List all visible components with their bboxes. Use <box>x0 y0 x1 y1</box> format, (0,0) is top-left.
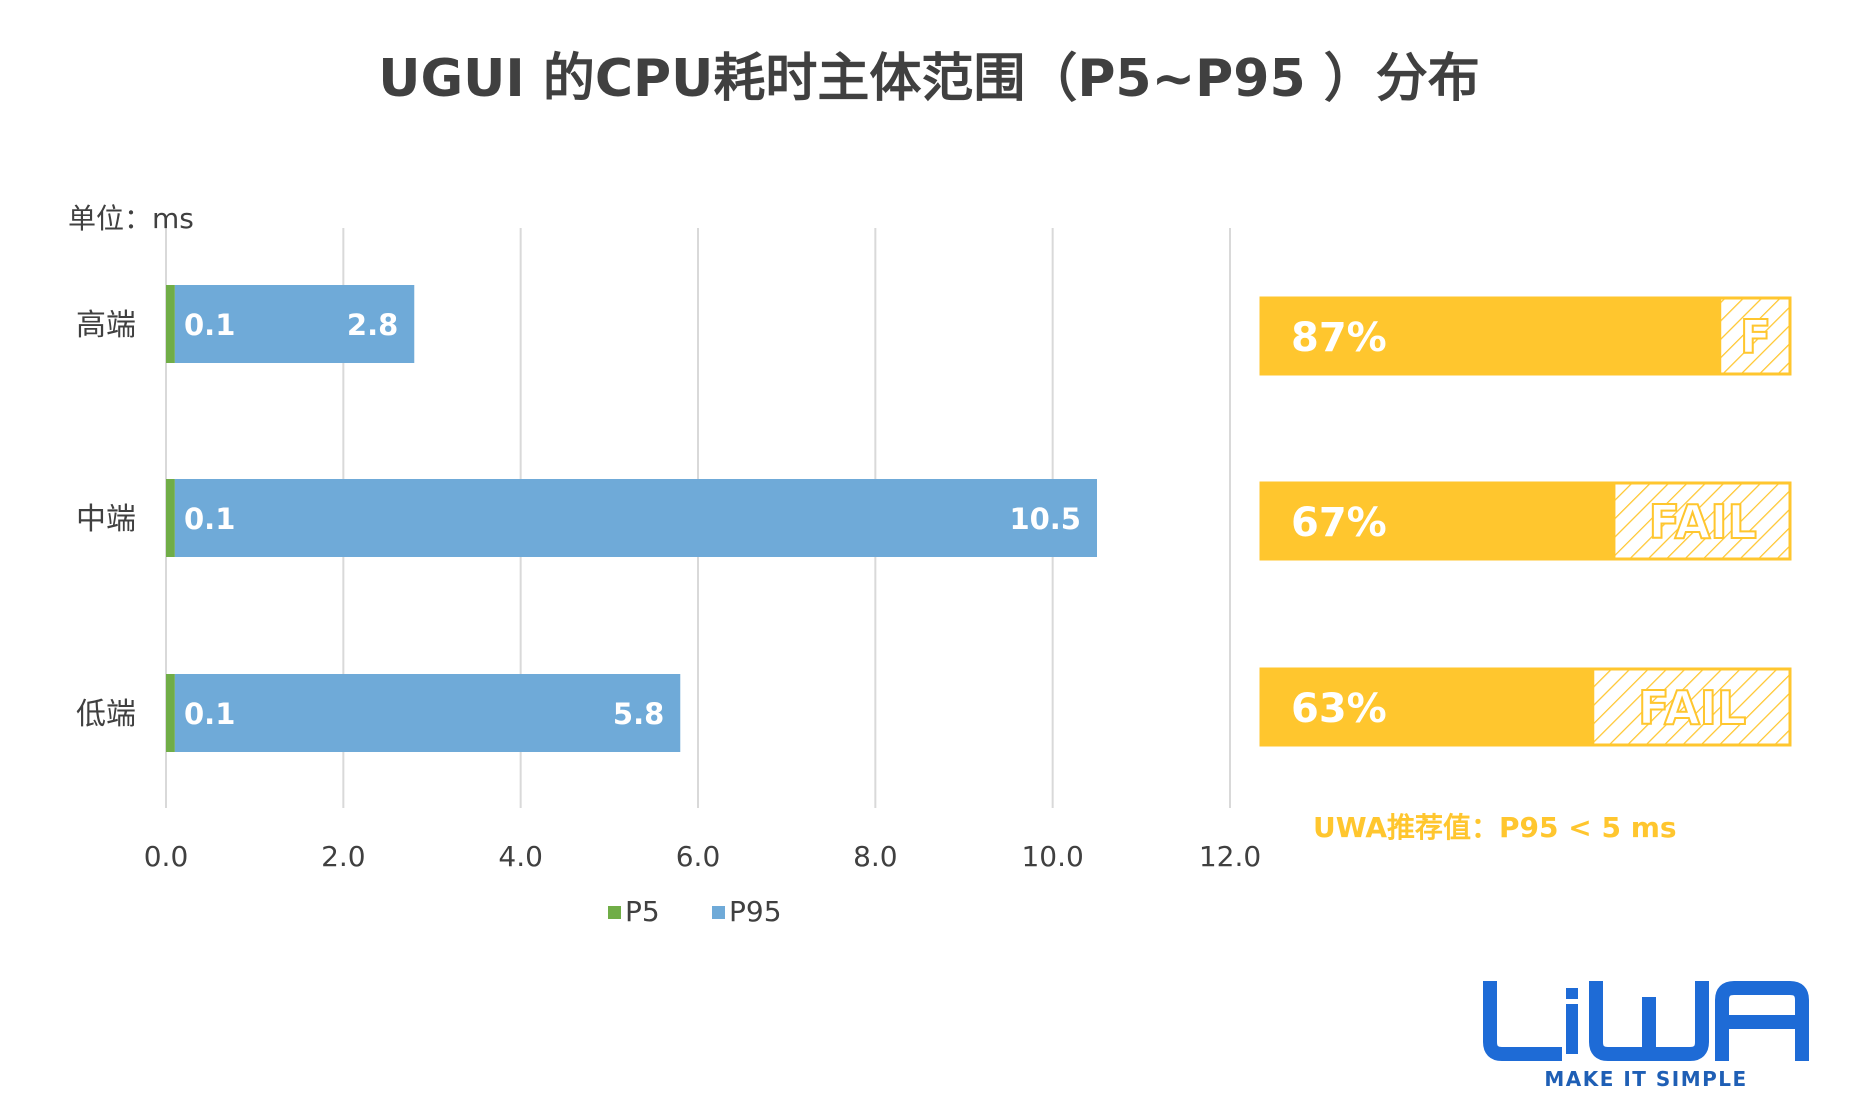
category-label: 中端 <box>76 502 136 537</box>
uwa-logo: MAKE IT SIMPLE <box>1483 981 1809 1091</box>
gauge-border <box>1259 296 1792 376</box>
gauge-fail-label: FAIL <box>1638 681 1746 735</box>
data-label-p95: 5.8 <box>613 697 664 731</box>
bar-p95 <box>174 479 1097 557</box>
logo-letter-a <box>1715 981 1809 1061</box>
legend: P5 P95 <box>608 895 782 928</box>
gauge-border <box>1259 667 1792 747</box>
logo-slogan: MAKE IT SIMPLE <box>1544 1067 1747 1091</box>
bar-p5 <box>166 674 175 752</box>
legend-swatch <box>608 906 621 919</box>
x-tick-label: 4.0 <box>498 840 543 873</box>
gauge-percent-label: 87% <box>1291 315 1387 361</box>
bar-p5 <box>166 285 175 363</box>
x-tick-label: 8.0 <box>853 840 898 873</box>
gauge-pass-fill <box>1261 669 1595 745</box>
x-tick-label: 6.0 <box>676 840 721 873</box>
bar-p95 <box>174 674 681 752</box>
legend-swatch <box>712 906 725 919</box>
gauge-fail-label: FAIL <box>1649 495 1757 549</box>
gauge-pass-fill <box>1261 483 1616 559</box>
logo-letter-i <box>1566 1004 1578 1054</box>
x-tick-label: 2.0 <box>321 840 366 873</box>
recommendation-note: UWA推荐值：P95 < 5 ms <box>1313 811 1677 844</box>
bar-p5 <box>166 479 175 557</box>
page-title: UGUI 的CPU耗时主体范围（P5~P95 ）分布 <box>378 49 1480 109</box>
legend-label: P5 <box>625 895 660 928</box>
category-label: 低端 <box>76 697 136 732</box>
unit-label: 单位：ms <box>68 202 194 235</box>
data-label-p5: 0.1 <box>184 308 235 342</box>
gauge-pass-fill <box>1261 298 1722 374</box>
data-label-p95: 2.8 <box>347 308 398 342</box>
category-label: 高端 <box>76 308 136 343</box>
pass-rate-gauges: 87% F 67% FAIL 63% FAIL UWA推荐值：P95 < 5 ms <box>1259 296 1792 844</box>
data-label-p95: 10.5 <box>1009 502 1081 536</box>
legend-label: P95 <box>729 895 782 928</box>
gauge-percent-label: 63% <box>1291 686 1387 732</box>
logo-letter-i-dot <box>1566 988 1578 999</box>
bar-p95 <box>174 285 415 363</box>
gauge-fail-label: F <box>1740 310 1771 364</box>
data-label-p5: 0.1 <box>184 502 235 536</box>
gauge-border <box>1259 481 1792 561</box>
bars: 0.1 2.8 0.1 10.5 0.1 5.8 <box>166 285 1097 752</box>
logo-letter-w <box>1589 981 1709 1061</box>
data-label-p5: 0.1 <box>184 697 235 731</box>
logo-letter-u <box>1483 981 1562 1061</box>
x-tick-label: 12.0 <box>1199 840 1261 873</box>
gauge-percent-label: 67% <box>1291 500 1387 546</box>
x-tick-label: 10.0 <box>1021 840 1083 873</box>
x-tick-label: 0.0 <box>144 840 189 873</box>
